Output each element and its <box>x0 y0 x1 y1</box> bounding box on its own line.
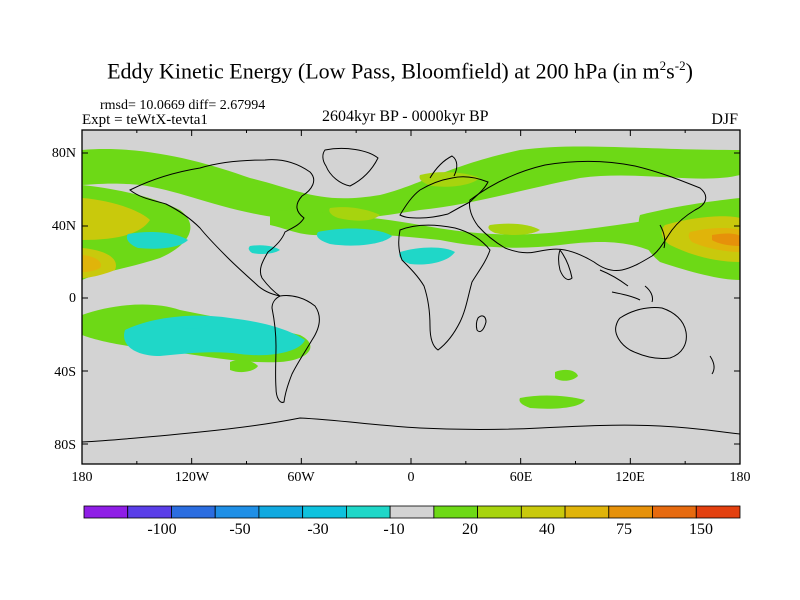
asia-core <box>488 223 540 235</box>
colorbar-box <box>389 505 435 519</box>
x-tick-label: 60W <box>287 470 315 485</box>
y-tick-label: 80N <box>52 146 76 161</box>
colorbar-label: -30 <box>307 521 328 538</box>
x-tick-label: 120E <box>615 470 645 485</box>
pacific-east-hot <box>712 233 740 246</box>
colorbar-label: -100 <box>147 521 176 538</box>
stats-line: rmsd= 10.0669 diff= 2.67994 <box>100 98 266 113</box>
colorbar-label: 20 <box>462 521 478 538</box>
pacific-west-core <box>82 198 150 240</box>
y-tick-label: 80S <box>54 438 76 453</box>
colorbar-label: 40 <box>539 521 555 538</box>
colorbar-box <box>258 505 304 519</box>
north-atlantic-negative <box>316 228 392 246</box>
colorbar-box <box>83 505 129 519</box>
x-tick-label: 0 <box>408 470 415 485</box>
period-label: 2604kyr BP - 0000kyr BP <box>322 108 489 125</box>
colorbar-box <box>652 505 697 519</box>
colorbar-label: 75 <box>616 521 632 538</box>
y-tick-label: 40N <box>52 219 76 234</box>
north-america-negative <box>248 245 280 254</box>
x-tick-label: 120W <box>175 470 210 485</box>
colorbar-box <box>608 505 653 519</box>
y-tick-label: 40S <box>54 365 76 380</box>
atlantic-core <box>329 207 380 221</box>
x-tick-label: 60E <box>510 470 533 485</box>
colorbar-box <box>127 505 172 519</box>
experiment-label: Expt = teWtX-tevta1 <box>82 112 208 128</box>
arctic-band <box>82 146 740 221</box>
strong-anomaly-fields <box>82 172 740 278</box>
colorbar-box <box>520 505 566 519</box>
colorbar <box>83 505 741 519</box>
atlantic-band <box>270 200 740 270</box>
south-ocean-spot-1 <box>555 369 578 381</box>
plot-title: Eddy Kinetic Energy (Low Pass, Bloomfiel… <box>107 58 693 84</box>
x-tick-label: 180 <box>730 470 751 485</box>
colorbar-box <box>345 505 391 519</box>
colorbar-box <box>433 505 478 519</box>
south-pacific-negative <box>124 315 305 356</box>
coastlines <box>82 147 740 443</box>
colorbar-box <box>695 505 741 519</box>
south-pacific-patch <box>180 317 210 329</box>
pacific-west-inner <box>82 255 101 272</box>
south-ocean-spot-2 <box>519 395 585 409</box>
colorbar-label: -50 <box>229 521 250 538</box>
north-pacific-negative <box>126 232 188 249</box>
y-tick-label: 0 <box>69 291 76 306</box>
south-atlantic-spot <box>230 359 258 373</box>
axis-ticks <box>81 130 741 464</box>
season-label: DJF <box>711 111 738 128</box>
colorbar-box <box>214 505 260 519</box>
colorbar-box <box>564 505 610 519</box>
colorbar-label: 150 <box>689 521 713 538</box>
negative-anomaly-fields <box>124 228 455 356</box>
africa-negative <box>399 247 455 265</box>
colorbar-label: -10 <box>383 521 404 538</box>
colorbar-box <box>477 505 522 519</box>
map-panel <box>82 130 740 464</box>
colorbar-box <box>302 505 347 519</box>
x-tick-label: 180 <box>72 470 93 485</box>
colorbar-box <box>171 505 216 519</box>
